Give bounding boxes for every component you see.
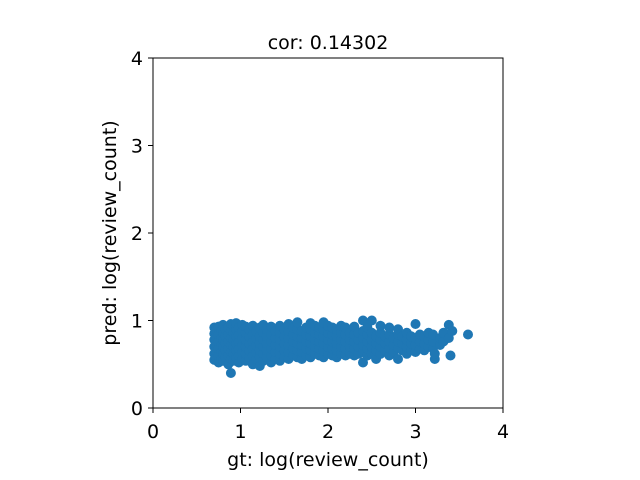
x-axis: 0 1 2 3 4 [147,408,509,443]
data-point [445,350,456,361]
y-tick-label: 2 [131,223,143,245]
data-point [375,320,386,331]
y-tick-label: 0 [131,398,143,420]
y-tick-label: 4 [131,48,143,70]
data-point [384,322,395,333]
data-point [447,326,458,336]
data-point [366,315,377,326]
data-point [292,317,303,328]
points-layer [209,315,473,378]
x-tick-label: 3 [409,421,421,443]
data-point [393,354,403,364]
data-point [225,368,236,378]
y-axis-label: pred: log(review_count) [99,120,121,345]
x-tick-label: 1 [234,421,246,443]
x-tick-label: 4 [497,421,509,443]
data-point [429,348,440,359]
x-tick-label: 0 [147,421,159,443]
chart-title: cor: 0.14302 [268,32,389,54]
data-point [410,319,421,329]
y-axis: 0 1 2 3 4 [131,48,153,420]
x-tick-label: 2 [322,421,334,443]
data-point [463,329,473,340]
y-tick-label: 3 [131,136,143,158]
x-axis-label: gt: log(review_count) [227,449,429,471]
y-tick-label: 1 [131,311,143,333]
